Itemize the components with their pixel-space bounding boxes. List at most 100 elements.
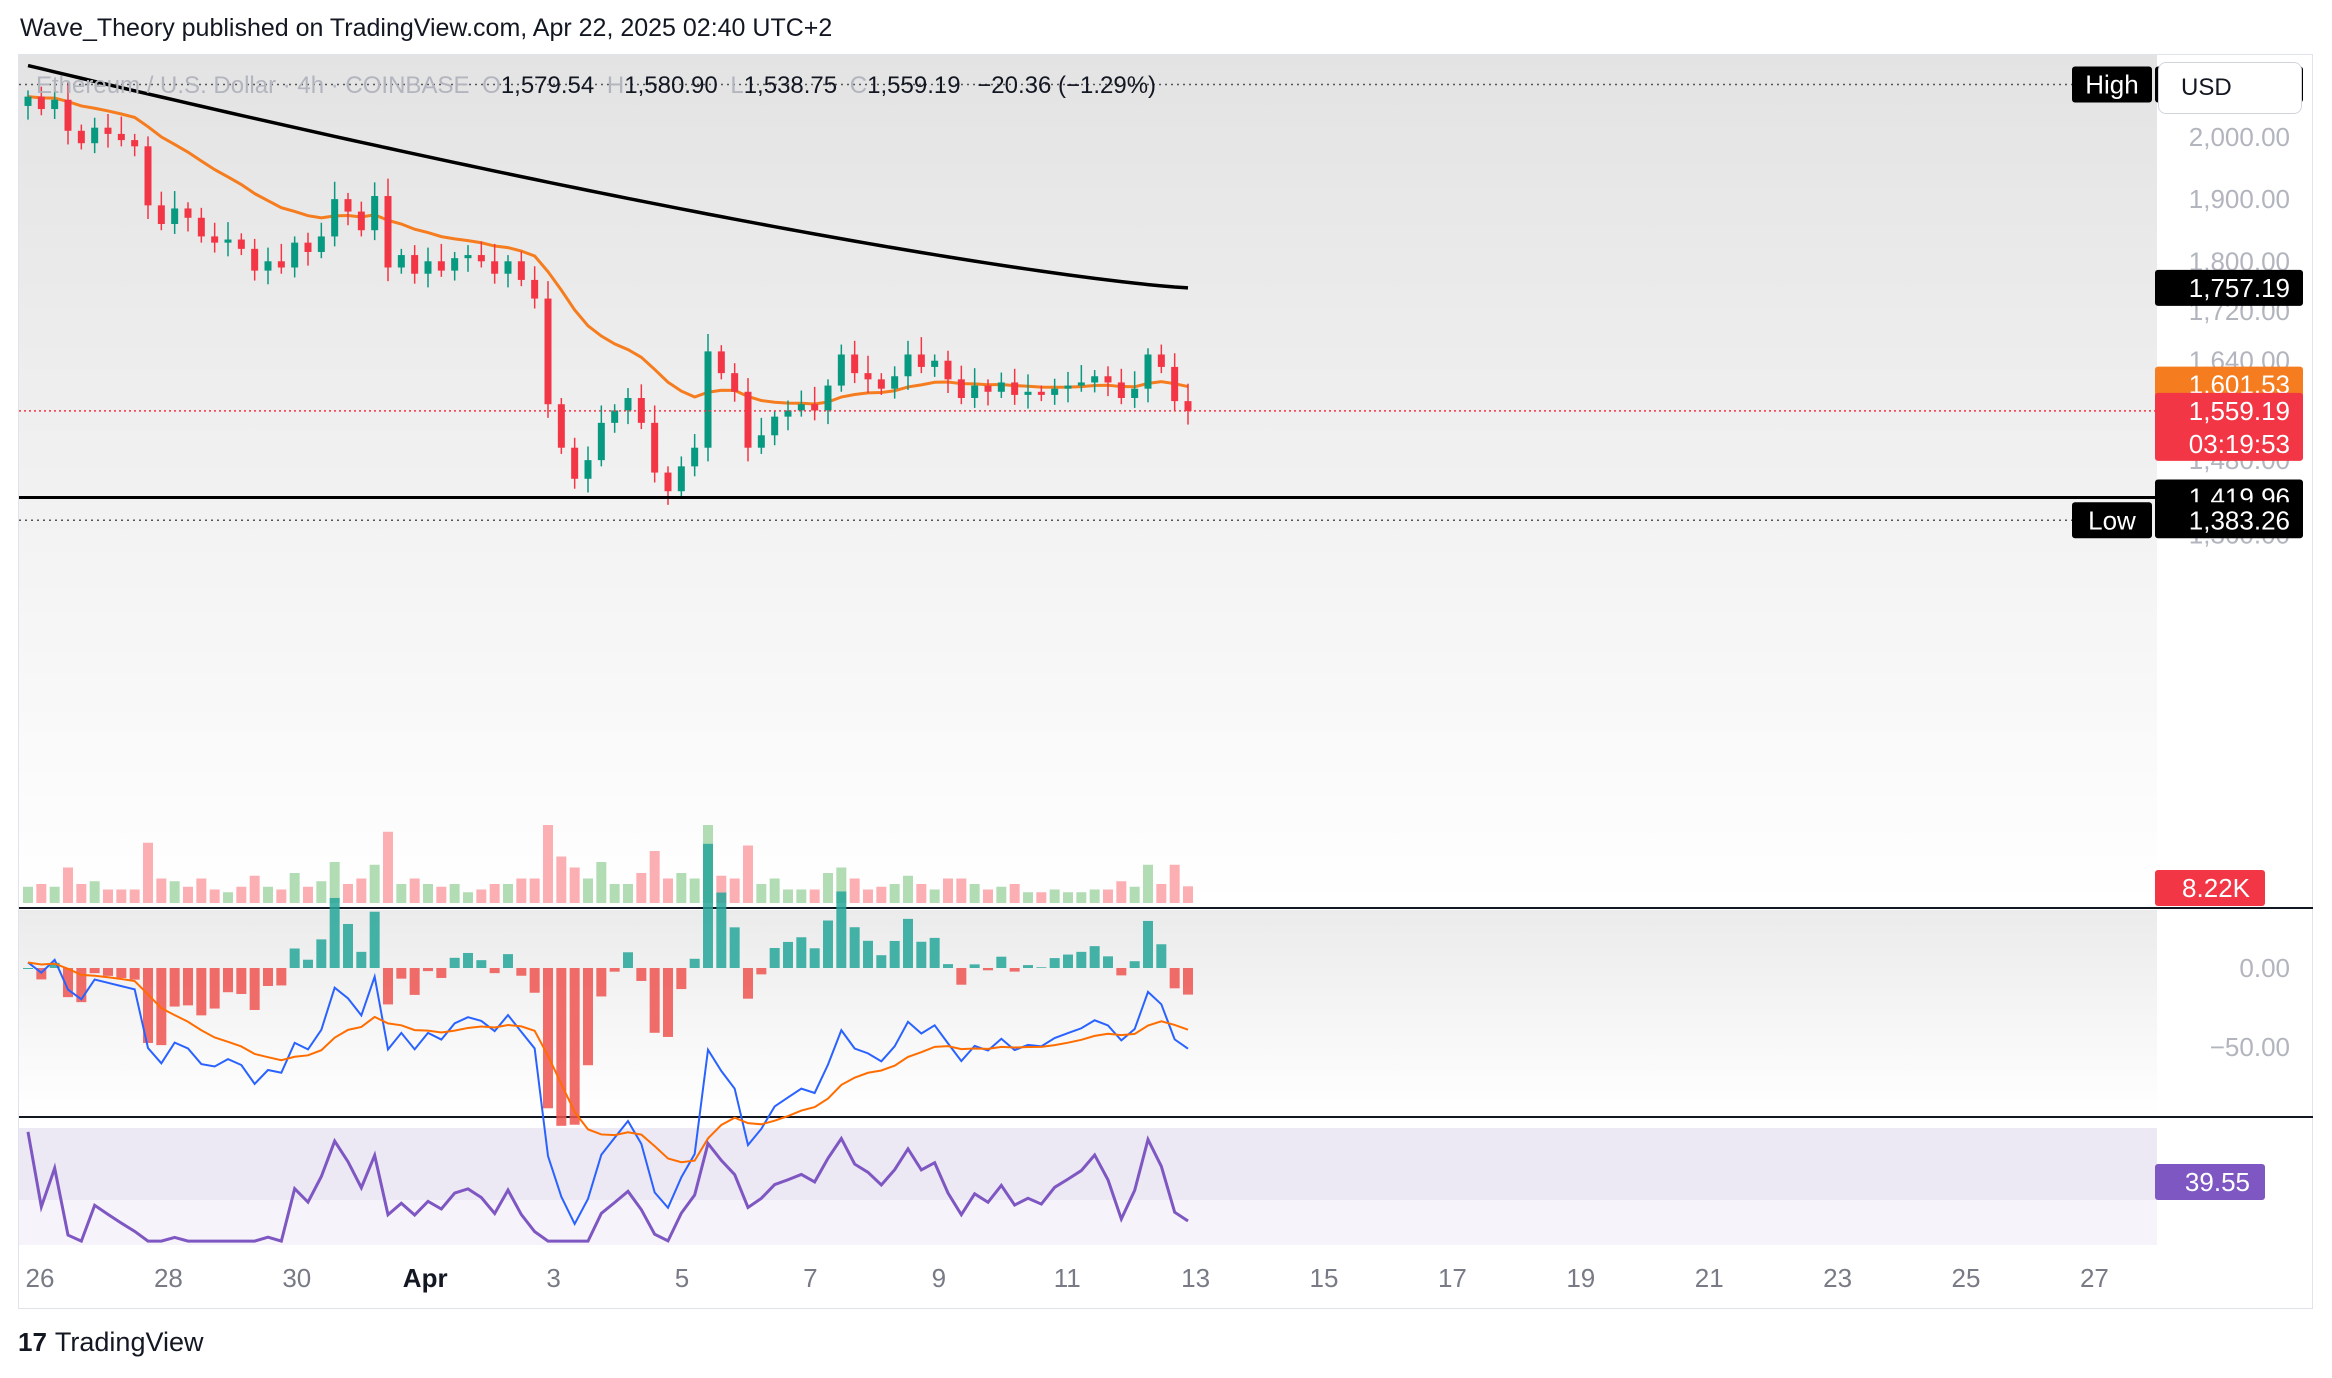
volume-bar: [543, 825, 553, 903]
macd-line: [27, 958, 1189, 1227]
volume-bar: [716, 875, 727, 903]
countdown-label: 03:19:53: [2189, 429, 2290, 459]
volume-bar: [676, 873, 687, 903]
macd-histogram-bar: [129, 968, 140, 980]
macd-histogram-bar: [1169, 968, 1180, 989]
macd-histogram-bar: [916, 941, 927, 968]
ema-slow-price-tag: 1,757.19: [2189, 273, 2290, 303]
candle-body: [251, 248, 259, 271]
candle-body: [237, 239, 245, 249]
volume-bar: [849, 878, 860, 903]
macd-histogram-bar: [956, 968, 967, 985]
macd-histogram-bar: [943, 964, 953, 968]
candle-body: [1104, 376, 1112, 383]
candle-body: [37, 96, 45, 110]
time-tick-label: 17: [1438, 1263, 1467, 1293]
volume-bar: [396, 884, 407, 903]
volume-bar: [209, 889, 220, 903]
candle-body: [1051, 388, 1059, 395]
candle-body: [664, 472, 672, 492]
time-tick-label: 25: [1952, 1263, 1981, 1293]
volume-bar: [1143, 864, 1153, 903]
volume-bar: [1009, 884, 1020, 903]
macd-histogram-bar: [23, 968, 33, 969]
candle-body: [304, 242, 312, 252]
macd-histogram-bar: [729, 927, 740, 968]
time-tick-label: 19: [1566, 1263, 1595, 1293]
candle-body: [877, 379, 885, 389]
volume-bar: [276, 889, 287, 903]
macd-histogram-bar: [969, 964, 980, 968]
macd-histogram-bar: [116, 968, 127, 978]
volume-bar: [583, 878, 593, 903]
volume-bar: [289, 873, 300, 903]
macd-histogram-bar: [1049, 958, 1060, 968]
candle-body: [77, 130, 85, 144]
volume-bar: [89, 881, 100, 903]
rsi-line: [26, 1131, 1189, 1244]
tradingview-logo-icon[interactable]: 17: [18, 1327, 47, 1357]
ema-slow-line: [27, 63, 1189, 290]
volume-bar: [529, 878, 540, 903]
candle-body: [24, 96, 32, 106]
macd-histogram-bar: [169, 968, 180, 1007]
candle-body: [171, 208, 179, 224]
candle-body: [1091, 376, 1099, 383]
volume-bar: [916, 884, 927, 903]
symbol-label[interactable]: Ethereum / U.S. Dollar · 4h · COINBASE: [36, 72, 470, 99]
candle-body: [411, 255, 419, 274]
candle-body: [317, 236, 325, 252]
brand-label[interactable]: TradingView: [54, 1327, 204, 1357]
candle-body: [757, 435, 765, 448]
macd-histogram-bar: [249, 968, 260, 1010]
macd-histogram-bar: [156, 968, 167, 1046]
candle-body: [264, 261, 272, 271]
candle-body: [371, 196, 379, 231]
macd-histogram-bar: [276, 968, 287, 986]
volume-bar: [23, 886, 33, 903]
volume-bar: [49, 886, 60, 903]
candle-body: [677, 466, 685, 492]
macd-histogram-bar: [609, 968, 620, 972]
candle-body: [1131, 388, 1139, 398]
macd-histogram-bar: [476, 960, 487, 968]
footer: 17 TradingView: [18, 1327, 204, 1358]
macd-histogram-bar: [823, 920, 833, 968]
volume-bar: [836, 867, 847, 903]
candle-body: [144, 146, 152, 206]
volume-bar: [983, 889, 993, 903]
currency-button[interactable]: USD: [2158, 62, 2302, 114]
macd-signal-line: [27, 961, 1189, 1164]
volume-bar: [183, 886, 193, 903]
close-value: 1,559.19: [867, 72, 961, 99]
candle-body: [1011, 382, 1019, 395]
candle-body: [277, 261, 285, 268]
macd-histogram-bar: [756, 968, 767, 975]
time-tick-label: 15: [1310, 1263, 1339, 1293]
volume-bar: [1049, 889, 1060, 903]
macd-histogram-bar: [316, 939, 327, 968]
change-value: −20.36 (−1.29%): [977, 72, 1157, 99]
rsi-tag-background: [2155, 1164, 2265, 1200]
macd-histogram-bar: [1183, 968, 1193, 995]
macd-histogram-bar: [903, 918, 913, 968]
volume-bar: [196, 878, 207, 903]
candle-body: [1144, 354, 1152, 389]
macd-histogram-bar: [196, 968, 207, 1016]
candle-body: [811, 404, 819, 411]
macd-tick-label: 0.00: [2239, 953, 2290, 983]
candle-body: [1157, 354, 1165, 367]
volume-bar: [449, 884, 460, 903]
volume-tag-background: [2155, 870, 2265, 906]
time-tick-label: Apr: [403, 1263, 448, 1293]
macd-histogram-bar: [436, 968, 447, 978]
volume-bar: [249, 875, 260, 903]
candle-body: [384, 196, 392, 268]
macd-histogram-bar: [343, 923, 353, 968]
macd-histogram-bar: [49, 962, 60, 968]
candle-body: [691, 447, 699, 467]
candle-body: [64, 99, 72, 131]
volume-bar: [476, 889, 487, 903]
volume-bar: [423, 884, 433, 903]
